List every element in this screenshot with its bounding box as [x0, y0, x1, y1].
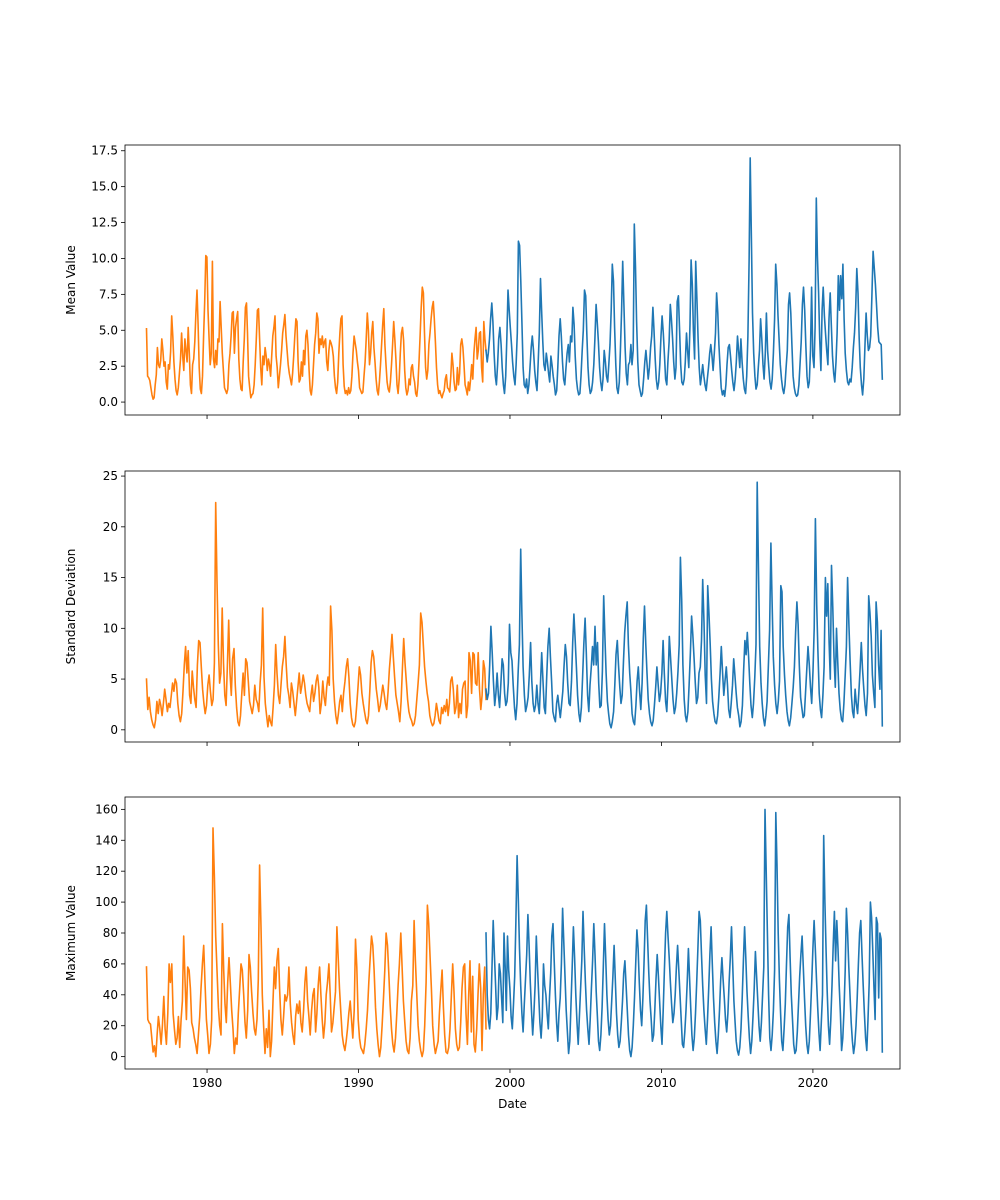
y-tick-label: 20: [103, 1019, 118, 1033]
y-tick-label: 2.5: [99, 359, 118, 373]
y-tick-label: 0.0: [99, 395, 118, 409]
mean-value-y-axis: 0.0 2.5 5.0 7.5 10.0 12.5 15.0 17.5: [91, 144, 125, 409]
y-tick-label: 140: [95, 833, 118, 847]
maximum-value-axes-frame: [124, 796, 901, 1070]
mean-value-x-axis: [206, 415, 814, 419]
y-tick-label: 80: [103, 926, 118, 940]
y-tick-label: 15.0: [91, 180, 118, 194]
standard-deviation-lines: [145, 481, 884, 729]
y-tick-label: 7.5: [99, 287, 118, 301]
y-tick-label: 40: [103, 988, 118, 1002]
late-series-line: [485, 157, 884, 398]
standard-deviation-y-label: Standard Deviation: [64, 549, 78, 665]
y-tick-label: 10: [103, 621, 118, 635]
x-tick-label: 2020: [798, 1076, 829, 1090]
y-tick-label: 15: [103, 571, 118, 585]
panel-mean-value: 0.0 2.5 5.0 7.5 10.0 12.5 15.0 17.5 Mean Value: [64, 144, 901, 419]
maximum-value-lines: [145, 808, 884, 1058]
x-tick-label: 1990: [343, 1076, 374, 1090]
y-tick-label: 25: [103, 469, 118, 483]
maximum-value-x-axis: 1980 1990 2000 2010 2020: [192, 1069, 828, 1090]
y-tick-label: 160: [95, 802, 118, 816]
y-tick-label: 100: [95, 895, 118, 909]
early-series-line: [145, 254, 487, 401]
y-tick-label: 5.0: [99, 323, 118, 337]
y-tick-label: 5: [110, 672, 118, 686]
maximum-value-y-axis: 0 20 40 60 80 100 120 140 160: [95, 802, 125, 1064]
mean-value-axes-frame: [124, 144, 901, 416]
y-tick-label: 60: [103, 957, 118, 971]
y-tick-label: 20: [103, 520, 118, 534]
standard-deviation-axes-frame: [124, 470, 901, 743]
mean-value-y-label: Mean Value: [64, 245, 78, 314]
late-series-line: [485, 808, 884, 1058]
standard-deviation-y-axis: 0 5 10 15 20 25: [103, 469, 125, 737]
x-tick-label: 2000: [495, 1076, 526, 1090]
y-tick-label: 0: [110, 723, 118, 737]
early-series-line: [145, 501, 487, 729]
early-series-line: [145, 827, 487, 1058]
mean-value-lines: [145, 157, 884, 401]
y-tick-label: 10.0: [91, 251, 118, 265]
y-tick-label: 120: [95, 864, 118, 878]
date-x-label: Date: [498, 1097, 527, 1111]
maximum-value-y-label: Maximum Value: [64, 885, 78, 981]
panel-standard-deviation: 0 5 10 15 20 25 Standard Deviation: [64, 469, 901, 746]
y-tick-label: 0: [110, 1050, 118, 1064]
y-tick-label: 17.5: [91, 144, 118, 158]
panel-maximum-value: 0 20 40 60 80 100 120 140 160 1980 1990 2000 2010 20…: [64, 796, 901, 1111]
y-tick-label: 12.5: [91, 216, 118, 230]
x-tick-label: 2010: [646, 1076, 677, 1090]
standard-deviation-x-axis: [206, 742, 814, 746]
x-tick-label: 1980: [192, 1076, 223, 1090]
late-series-line: [485, 481, 884, 729]
